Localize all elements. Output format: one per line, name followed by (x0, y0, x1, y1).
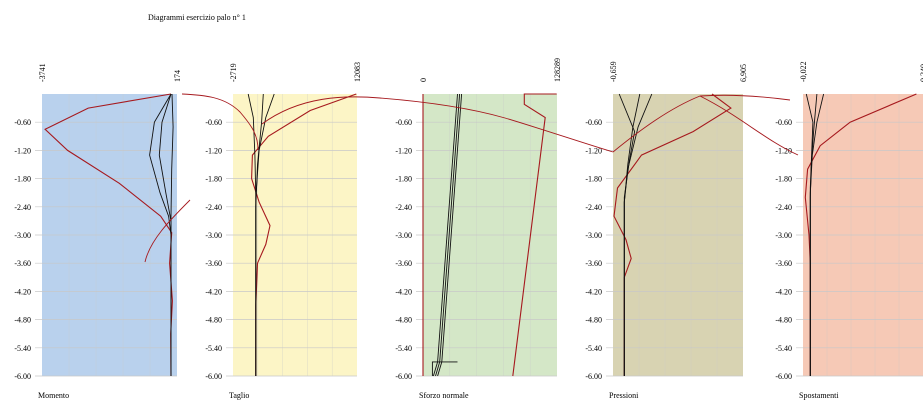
y-tick-label: -6.00 (775, 372, 792, 381)
y-tick-label: -1.80 (585, 175, 602, 184)
series-line-0 (251, 93, 357, 376)
x-range-label: 0,340 (919, 64, 923, 82)
x-range-label: -3741 (38, 63, 47, 82)
y-tick-label: -3.60 (395, 259, 412, 268)
y-tick-label: -4.20 (585, 287, 602, 296)
chart-panel-0: -0.60 -1.20 -1.80 -2.40 -3.00 -3.60 -4.20 -4.80… (14, 63, 182, 400)
y-tick-label: -4.80 (395, 316, 412, 325)
overlay-line (144, 199, 191, 263)
panel-label: Sforzo normale (419, 391, 469, 400)
y-tick-label: -0.60 (585, 118, 602, 127)
y-tick-label: -1.20 (775, 146, 792, 155)
y-tick-label: -4.20 (14, 287, 31, 296)
chart-panel-1: -0.60 -1.20 -1.80 -2.40 -3.00 -3.60 -4.20 -4.80… (205, 62, 362, 400)
x-range-label: -2719 (229, 63, 238, 82)
y-tick-label: -4.20 (775, 287, 792, 296)
x-range-label: 128289 (553, 58, 562, 82)
panel-label: Taglio (229, 391, 249, 400)
y-tick-label: -2.40 (395, 203, 412, 212)
y-tick-label: -2.40 (14, 203, 31, 212)
y-tick-label: -1.80 (205, 175, 222, 184)
y-tick-label: -3.00 (395, 231, 412, 240)
y-tick-label: -2.40 (205, 203, 222, 212)
y-tick-label: -4.20 (395, 287, 412, 296)
y-tick-label: -3.60 (14, 259, 31, 268)
y-tick-label: -1.80 (395, 175, 412, 184)
x-range-label: -0,659 (609, 61, 618, 82)
y-tick-label: -1.20 (14, 146, 31, 155)
y-tick-label: -4.80 (205, 316, 222, 325)
y-tick-label: -0.60 (775, 118, 792, 127)
y-tick-label: -1.20 (205, 146, 222, 155)
panel-label: Momento (38, 391, 69, 400)
chart-panel-4: -0.60 -1.20 -1.80 -2.40 -3.00 -3.60 -4.20 -4.80… (775, 61, 923, 400)
y-tick-label: -3.00 (205, 231, 222, 240)
y-tick-label: -6.00 (14, 372, 31, 381)
y-tick-label: -0.60 (205, 118, 222, 127)
y-tick-label: -1.80 (14, 175, 31, 184)
panel-label: Spostamenti (799, 391, 839, 400)
y-tick-label: -6.00 (205, 372, 222, 381)
y-tick-label: -3.60 (585, 259, 602, 268)
chart-panel-3: -0.60 -1.20 -1.80 -2.40 -3.00 -3.60 -4.20 -4.80… (585, 61, 748, 400)
x-range-label: 12083 (353, 62, 362, 82)
series-line-3 (255, 93, 275, 376)
y-tick-label: -0.60 (395, 118, 412, 127)
overlay-line (181, 93, 259, 151)
y-tick-label: -5.40 (14, 344, 31, 353)
x-range-label: 0 (419, 78, 428, 82)
series-line-3 (809, 93, 825, 376)
panels: -0.60 -1.20 -1.80 -2.40 -3.00 -3.60 -4.20 -4.80… (14, 58, 923, 400)
y-tick-label: -3.00 (14, 231, 31, 240)
panel-label: Pressioni (609, 391, 639, 400)
y-tick-label: -3.60 (775, 259, 792, 268)
series-line-0 (613, 93, 732, 376)
y-tick-label: -6.00 (395, 372, 412, 381)
y-tick-label: -6.00 (585, 372, 602, 381)
y-tick-label: -2.40 (585, 203, 602, 212)
y-tick-label: -1.80 (775, 175, 792, 184)
y-tick-label: -4.80 (775, 316, 792, 325)
overlay-curve (144, 93, 799, 263)
y-tick-label: -5.40 (775, 344, 792, 353)
page-title: Diagrammi esercizio palo n° 1 (148, 13, 246, 22)
x-range-label: 174 (173, 70, 182, 82)
y-tick-label: -4.80 (585, 316, 602, 325)
y-tick-label: -5.40 (205, 344, 222, 353)
chart-panel-2: -0.60 -1.20 -1.80 -2.40 -3.00 -3.60 -4.20 -4.80… (395, 58, 562, 400)
x-range-label: -0,022 (799, 61, 808, 82)
overlay-line (261, 96, 614, 153)
overlay-line (699, 95, 799, 156)
y-tick-label: -3.60 (205, 259, 222, 268)
y-tick-label: -5.40 (395, 344, 412, 353)
series-line-1 (512, 93, 557, 377)
x-range-label: 6,905 (739, 64, 748, 82)
series-line-3 (170, 93, 174, 376)
series-line-0 (44, 93, 173, 377)
y-tick-label: -4.20 (205, 287, 222, 296)
series-line-5 (431, 361, 458, 376)
y-tick-label: -1.20 (585, 146, 602, 155)
y-tick-label: -3.00 (585, 231, 602, 240)
series-line-3 (623, 93, 653, 376)
y-tick-label: -3.00 (775, 231, 792, 240)
y-tick-label: -5.40 (585, 344, 602, 353)
y-tick-label: -4.80 (14, 316, 31, 325)
overlay-line (612, 94, 791, 153)
y-tick-label: -1.20 (395, 146, 412, 155)
y-tick-label: -0.60 (14, 118, 31, 127)
y-tick-label: -2.40 (775, 203, 792, 212)
